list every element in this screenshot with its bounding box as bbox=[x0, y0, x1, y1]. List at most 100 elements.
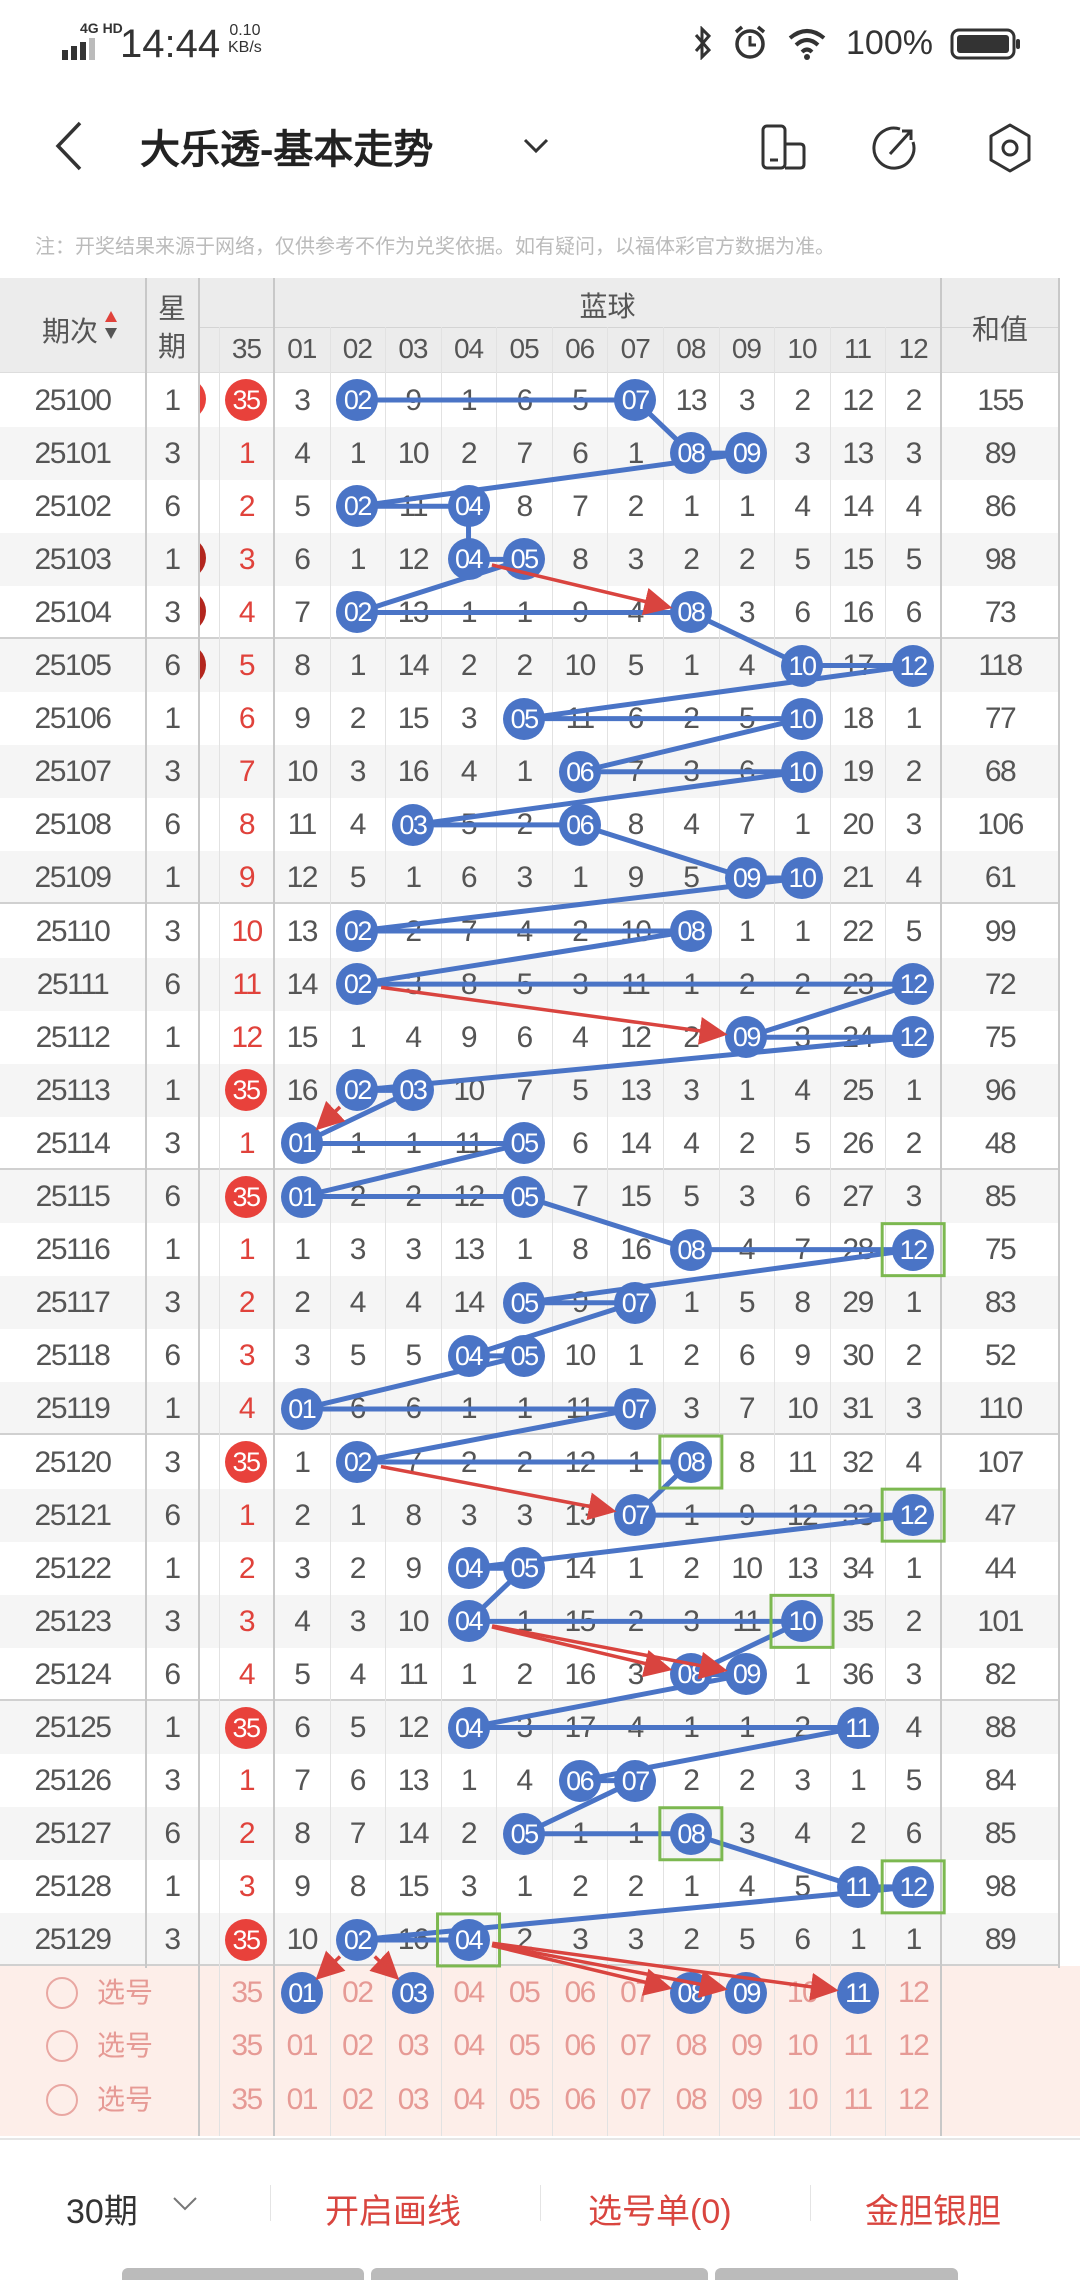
draw-lines-button[interactable]: 开启画线 bbox=[325, 2193, 461, 2231]
blue-miss-count: 1 bbox=[905, 1073, 923, 1107]
blue-miss-count: 1 bbox=[738, 914, 756, 948]
blue-miss-count: 1 bbox=[516, 1233, 534, 1267]
picker-number[interactable]: 03 bbox=[397, 2029, 430, 2063]
blue-miss-count: 5 bbox=[738, 1923, 756, 1957]
blue-miss-count: 4 bbox=[905, 861, 923, 895]
blue-miss-count: 6 bbox=[516, 383, 534, 417]
blue-miss-count: 4 bbox=[294, 436, 311, 470]
blue-miss-count: 2 bbox=[460, 649, 478, 682]
weekday-cell: 3 bbox=[164, 1126, 181, 1160]
picker-number[interactable]: 08 bbox=[675, 2082, 708, 2116]
col35-miss-count: 2 bbox=[238, 1286, 256, 1320]
back-button[interactable] bbox=[52, 120, 86, 177]
picker-label[interactable]: 选号 bbox=[96, 2083, 153, 2115]
picker-number[interactable]: 10 bbox=[786, 2029, 819, 2063]
picker-number[interactable]: 11 bbox=[843, 2082, 874, 2116]
chevron-down-icon[interactable] bbox=[522, 137, 550, 160]
picker-label[interactable]: 选号 bbox=[96, 1977, 153, 2008]
sum-cell: 77 bbox=[984, 702, 1017, 736]
picked-ball-01[interactable]: 01 bbox=[280, 1972, 323, 2015]
picker-number[interactable]: 04 bbox=[453, 2082, 485, 2116]
picker-number[interactable]: 07 bbox=[620, 2029, 652, 2063]
blue-miss-count: 3 bbox=[572, 1923, 589, 1957]
blue-miss-count: 12 bbox=[397, 1711, 430, 1744]
picker-number[interactable]: 07 bbox=[620, 1976, 652, 2009]
blue-miss-count: 9 bbox=[738, 1498, 756, 1532]
picker-number[interactable]: 07 bbox=[620, 2082, 652, 2116]
picker-number[interactable]: 10 bbox=[786, 2082, 819, 2116]
picker-number[interactable]: 05 bbox=[508, 2029, 541, 2063]
period-cell: 25108 bbox=[34, 808, 112, 842]
blue-miss-count: 3 bbox=[460, 1498, 478, 1532]
picker-number[interactable]: 02 bbox=[342, 1976, 374, 2009]
picker-number[interactable]: 01 bbox=[286, 2082, 319, 2116]
sum-cell: 72 bbox=[984, 967, 1017, 1001]
picker-number[interactable]: 11 bbox=[843, 2029, 874, 2063]
blue-miss-count: 1 bbox=[683, 967, 700, 1001]
picker-number[interactable]: 09 bbox=[731, 2029, 763, 2063]
screen-rotate-button[interactable] bbox=[760, 124, 808, 177]
share-icon bbox=[872, 126, 916, 170]
battery-icon bbox=[950, 28, 1022, 65]
bluetooth-icon bbox=[693, 25, 713, 65]
picker-number[interactable]: 01 bbox=[286, 2029, 319, 2063]
blue-ball-07: 07 bbox=[614, 379, 657, 422]
picker-number[interactable]: 04 bbox=[453, 1976, 485, 2009]
pick-list-button[interactable]: 选号单(0) bbox=[588, 2193, 732, 2231]
picker-number[interactable]: 08 bbox=[675, 2029, 708, 2063]
blue-ball-04: 04 bbox=[447, 1600, 490, 1643]
blue-ball-12: 12 bbox=[892, 1494, 935, 1537]
picker-number[interactable]: 06 bbox=[564, 1976, 596, 2009]
picker-35[interactable]: 35 bbox=[231, 1976, 263, 2009]
picker-number[interactable]: 12 bbox=[897, 2082, 930, 2116]
picker-number[interactable]: 04 bbox=[453, 2029, 485, 2063]
period-cell: 25106 bbox=[34, 702, 112, 736]
blue-miss-count: 5 bbox=[905, 914, 923, 948]
picker-number[interactable]: 02 bbox=[342, 2082, 374, 2116]
picked-ball-08[interactable]: 08 bbox=[669, 1972, 712, 2015]
picker-number[interactable]: 12 bbox=[897, 2029, 930, 2063]
radio-circle[interactable] bbox=[46, 2083, 78, 2116]
sum-cell: 52 bbox=[984, 1339, 1017, 1373]
page-title[interactable]: 大乐透-基本走势 bbox=[140, 128, 434, 172]
picker-35[interactable]: 35 bbox=[231, 2029, 263, 2063]
blue-ball-03: 03 bbox=[391, 803, 434, 846]
blue-miss-count: 2 bbox=[683, 542, 700, 576]
blue-miss-count: 15 bbox=[564, 1604, 596, 1638]
picker-number[interactable]: 02 bbox=[342, 2029, 374, 2063]
blue-miss-count: 9 bbox=[294, 702, 311, 736]
radio-circle[interactable] bbox=[46, 2030, 78, 2063]
settings-button[interactable] bbox=[986, 122, 1034, 179]
blue-miss-count: 21 bbox=[842, 861, 874, 895]
blue-miss-count: 3 bbox=[460, 1870, 478, 1904]
blue-miss-count: 2 bbox=[405, 914, 422, 948]
period-cell: 25126 bbox=[34, 1764, 112, 1798]
blue-miss-count: 3 bbox=[794, 436, 811, 470]
picker-number[interactable]: 09 bbox=[731, 2082, 763, 2116]
gold-silver-button[interactable]: 金胆银胆 bbox=[865, 2193, 1001, 2231]
picked-ball-03[interactable]: 03 bbox=[391, 1972, 434, 2015]
picker-number[interactable]: 05 bbox=[508, 2082, 541, 2116]
radio-circle[interactable] bbox=[46, 1977, 78, 2009]
picker-number[interactable]: 05 bbox=[508, 1976, 541, 2009]
blue-ball-05: 05 bbox=[503, 1281, 546, 1324]
blue-miss-count: 4 bbox=[794, 1073, 811, 1107]
blue-miss-count: 4 bbox=[294, 1604, 311, 1638]
picker-number[interactable]: 06 bbox=[564, 2029, 596, 2063]
picker-number[interactable]: 03 bbox=[397, 2082, 430, 2116]
blue-miss-count: 7 bbox=[738, 808, 756, 842]
picker-label[interactable]: 选号 bbox=[96, 2030, 153, 2062]
picked-ball-11[interactable]: 11 bbox=[836, 1972, 879, 2015]
picker-number[interactable]: 06 bbox=[564, 2082, 596, 2116]
blue-miss-count: 3 bbox=[349, 1604, 367, 1638]
sort-by-period-button[interactable]: 期次 bbox=[0, 278, 145, 373]
back-arrow-icon bbox=[55, 121, 82, 171]
blue-miss-count: 9 bbox=[405, 1551, 422, 1585]
period-count-select[interactable]: 30期 bbox=[66, 2193, 138, 2231]
table-row: 25109 1 9 12 5 1 6 3 1 9 5 21 4 61 bbox=[0, 851, 1060, 905]
picker-35[interactable]: 35 bbox=[231, 2082, 263, 2116]
share-button[interactable] bbox=[870, 124, 918, 177]
chevron-down-icon[interactable] bbox=[172, 2196, 198, 2217]
picker-number[interactable]: 10 bbox=[786, 1976, 819, 2009]
picker-number[interactable]: 12 bbox=[897, 1976, 930, 2009]
